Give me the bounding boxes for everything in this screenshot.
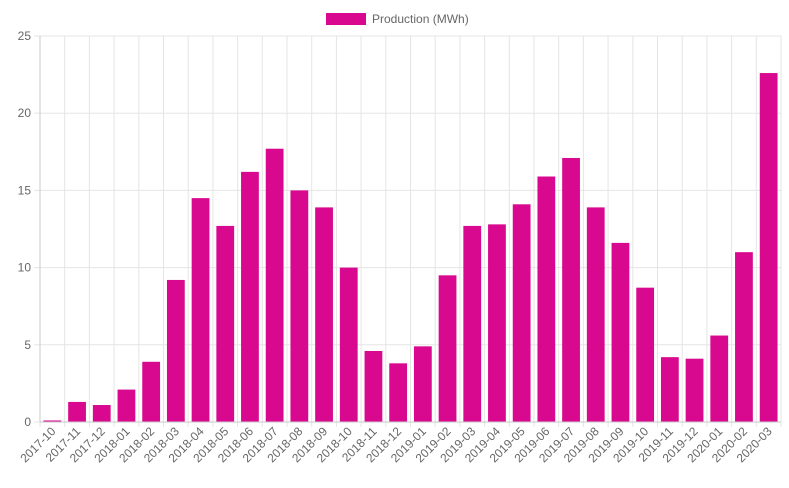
legend-label[interactable]: Production (MWh)	[372, 12, 469, 26]
bar[interactable]	[92, 405, 111, 422]
bar[interactable]	[759, 73, 778, 422]
y-axis-ticks: 0 5 10 15 20 25	[18, 29, 32, 429]
bar[interactable]	[586, 207, 605, 422]
bar[interactable]	[488, 224, 506, 422]
bar[interactable]	[290, 190, 309, 422]
bar[interactable]	[241, 171, 259, 422]
bar[interactable]	[611, 242, 630, 422]
y-tick-label: 10	[18, 261, 32, 275]
legend[interactable]: Production (MWh)	[326, 12, 469, 26]
x-axis-ticks: 2017-102017-112017-122018-012018-022018-…	[17, 424, 775, 465]
y-tick-label: 15	[18, 183, 32, 197]
y-tick-label: 25	[18, 29, 32, 43]
bar[interactable]	[413, 346, 432, 422]
bar[interactable]	[364, 350, 383, 422]
bar[interactable]	[191, 198, 210, 422]
bar[interactable]	[43, 420, 62, 422]
bar[interactable]	[216, 225, 235, 422]
y-tick-label: 5	[24, 338, 31, 352]
bar[interactable]	[438, 275, 457, 422]
bar[interactable]	[710, 335, 729, 422]
bar[interactable]	[389, 363, 408, 422]
axes	[39, 36, 781, 423]
bar[interactable]	[537, 176, 556, 422]
bar[interactable]	[636, 287, 655, 422]
y-tick-label: 20	[18, 106, 32, 120]
bar[interactable]	[685, 358, 704, 422]
bar[interactable]	[265, 148, 284, 422]
bar[interactable]	[142, 361, 161, 422]
bar[interactable]	[660, 357, 679, 422]
bar[interactable]	[463, 225, 482, 422]
bar[interactable]	[68, 401, 86, 422]
y-tick-label: 0	[24, 415, 31, 429]
bar[interactable]	[339, 267, 358, 422]
legend-swatch[interactable]	[326, 13, 366, 25]
bar[interactable]	[166, 279, 185, 422]
bar[interactable]	[735, 252, 753, 422]
bar[interactable]	[512, 204, 531, 422]
bars	[43, 73, 778, 422]
bar[interactable]	[315, 207, 333, 422]
bar[interactable]	[117, 389, 136, 422]
bar[interactable]	[562, 157, 580, 422]
